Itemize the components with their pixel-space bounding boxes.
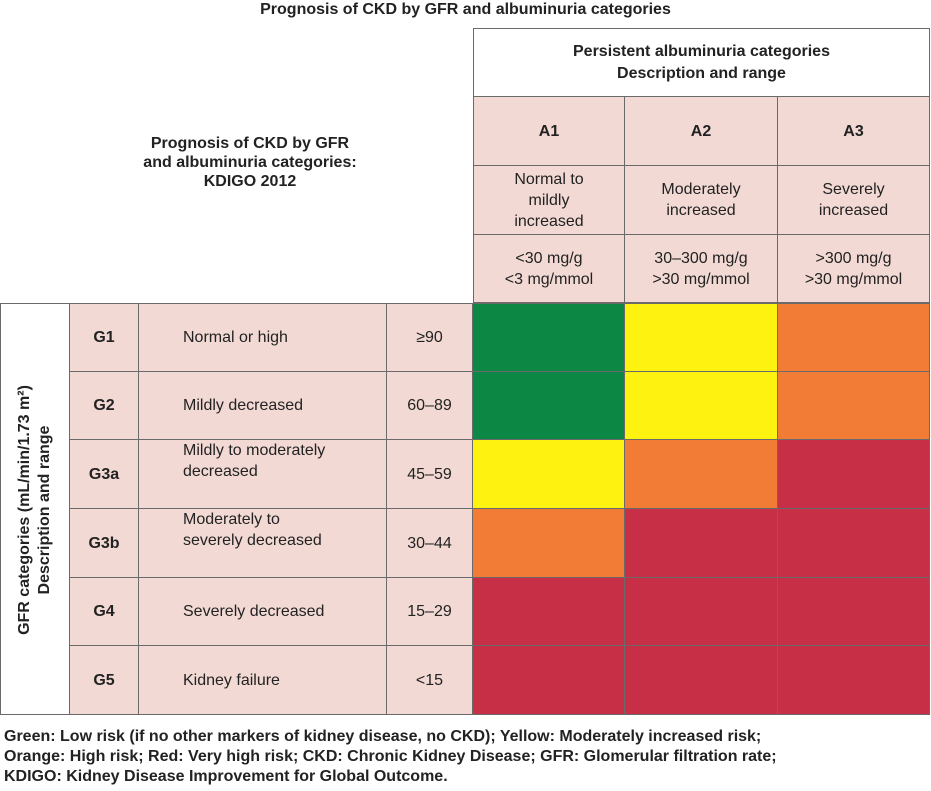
albuminuria-header-line-1: Persistent albuminuria categories: [573, 42, 830, 60]
gfr-description-g4: Severely decreased: [139, 578, 387, 646]
gfr-description-g1: Normal or high: [139, 303, 387, 372]
gfr-description-g3a-line-1: Mildly to moderately: [183, 442, 326, 459]
gfr-range-g3a: 45–59: [387, 440, 473, 509]
gfr-axis-label: GFR categories (mL/min/1.73 m²) Descript…: [15, 305, 55, 715]
albuminuria-description-a2-line-2: increased: [666, 202, 736, 219]
risk-cell-g5-a1: [473, 646, 625, 715]
albuminuria-header-line-2: Description and range: [617, 64, 786, 82]
kdigo-title: Prognosis of CKD by GFR and albuminuria …: [95, 134, 405, 191]
albuminuria-code-a1: A1: [473, 97, 625, 166]
albuminuria-description-a1-line-3: increased: [514, 212, 584, 230]
gfr-range-g3b: 30–44: [387, 509, 473, 578]
albuminuria-description-a2: Moderately increased: [625, 166, 778, 235]
chart-title: Prognosis of CKD by GFR and albuminuria …: [260, 1, 671, 18]
risk-cell-g2-a3: [778, 372, 930, 440]
gfr-description-g3a-line-2: decreased: [183, 463, 258, 480]
albuminuria-range-a2: 30–300 mg/g >30 mg/mmol: [625, 235, 778, 303]
gfr-code-g5: G5: [70, 646, 139, 715]
albuminuria-range-a1-line-2: <3 mg/mmol: [504, 270, 594, 288]
risk-cell-g4-a3: [778, 578, 930, 646]
gfr-description-g2: Mildly decreased: [139, 372, 387, 440]
risk-cell-g1-a3: [778, 303, 930, 372]
gfr-code-g4: G4: [70, 578, 139, 646]
risk-cell-g1-a2: [625, 303, 778, 372]
gfr-range-g5: <15: [387, 646, 473, 715]
risk-cell-g2-a1: [473, 372, 625, 440]
gfr-description-g3b-line-2: severely decreased: [183, 532, 322, 549]
gfr-code-g3a: G3a: [70, 440, 139, 509]
gfr-axis-label-line-1: GFR categories (mL/min/1.73 m²): [16, 385, 33, 635]
risk-cell-g4-a2: [625, 578, 778, 646]
gfr-code-g3b: G3b: [70, 509, 139, 578]
risk-cell-g3a-a3: [778, 440, 930, 509]
risk-cell-g1-a1: [473, 303, 625, 372]
risk-cell-g3a-a2: [625, 440, 778, 509]
footnote-line-3: KDIGO: Kidney Disease Improvement for Gl…: [4, 768, 448, 785]
risk-cell-g2-a2: [625, 372, 778, 440]
risk-cell-g3b-a3: [778, 509, 930, 578]
albuminuria-code-a2: A2: [625, 97, 778, 166]
albuminuria-description-a3-line-2: increased: [818, 202, 889, 219]
risk-cell-g4-a1: [473, 578, 625, 646]
gfr-axis-cell: GFR categories (mL/min/1.73 m²) Descript…: [0, 303, 70, 715]
albuminuria-description-a1-line-1: Normal to: [514, 170, 584, 188]
kdigo-title-line-1: Prognosis of CKD by GFR: [150, 135, 350, 152]
albuminuria-code-a3: A3: [778, 97, 930, 166]
albuminuria-description-a1: Normal to mildly increased: [473, 166, 625, 235]
albuminuria-description-a3-line-1: Severely: [822, 181, 885, 198]
gfr-description-g5-text: Kidney failure: [183, 671, 280, 689]
footnote-line-2: Orange: High risk; Red: Very high risk; …: [4, 748, 777, 765]
gfr-description-g3b-line-1: Moderately to: [183, 511, 280, 528]
albuminuria-range-a3-line-1: >300 mg/g: [815, 249, 892, 267]
footnote: Green: Low risk (if no other markers of …: [4, 727, 924, 787]
gfr-range-g1: ≥90: [387, 303, 473, 372]
albuminuria-description-a2-line-1: Moderately: [661, 181, 741, 198]
kdigo-title-line-3: KDIGO 2012: [203, 173, 297, 190]
gfr-code-g2: G2: [70, 372, 139, 440]
risk-cell-g3a-a1: [473, 440, 625, 509]
albuminuria-range-a3-line-2: >30 mg/mmol: [804, 270, 903, 288]
albuminuria-description-a1-line-2: mildly: [528, 191, 570, 209]
gfr-description-g3b: Moderately to severely decreased: [139, 509, 387, 578]
footnote-line-1: Green: Low risk (if no other markers of …: [4, 728, 762, 745]
albuminuria-header: Persistent albuminuria categories Descri…: [473, 28, 930, 97]
gfr-range-g4: 15–29: [387, 578, 473, 646]
gfr-description-g2-text: Mildly decreased: [183, 397, 304, 414]
albuminuria-description-a3: Severely increased: [778, 166, 930, 235]
gfr-description-g3a: Mildly to moderately decreased: [139, 440, 387, 509]
albuminuria-range-a2-line-2: >30 mg/mmol: [652, 270, 750, 288]
risk-cell-g5-a2: [625, 646, 778, 715]
albuminuria-range-a2-line-1: 30–300 mg/g: [654, 249, 748, 267]
albuminuria-range-a3: >300 mg/g >30 mg/mmol: [778, 235, 930, 303]
kdigo-title-line-2: and albuminuria categories:: [143, 154, 357, 171]
gfr-axis-label-line-2: Description and range: [36, 425, 53, 595]
albuminuria-range-a1: <30 mg/g <3 mg/mmol: [473, 235, 625, 303]
risk-cell-g5-a3: [778, 646, 930, 715]
albuminuria-range-a1-line-1: <30 mg/g: [515, 249, 583, 267]
gfr-description-g5: Kidney failure: [139, 646, 387, 715]
gfr-range-g2: 60–89: [387, 372, 473, 440]
risk-cell-g3b-a2: [625, 509, 778, 578]
gfr-code-g1: G1: [70, 303, 139, 372]
gfr-description-g4-text: Severely decreased: [183, 603, 325, 620]
risk-cell-g3b-a1: [473, 509, 625, 578]
gfr-description-g1-text: Normal or high: [183, 329, 288, 346]
